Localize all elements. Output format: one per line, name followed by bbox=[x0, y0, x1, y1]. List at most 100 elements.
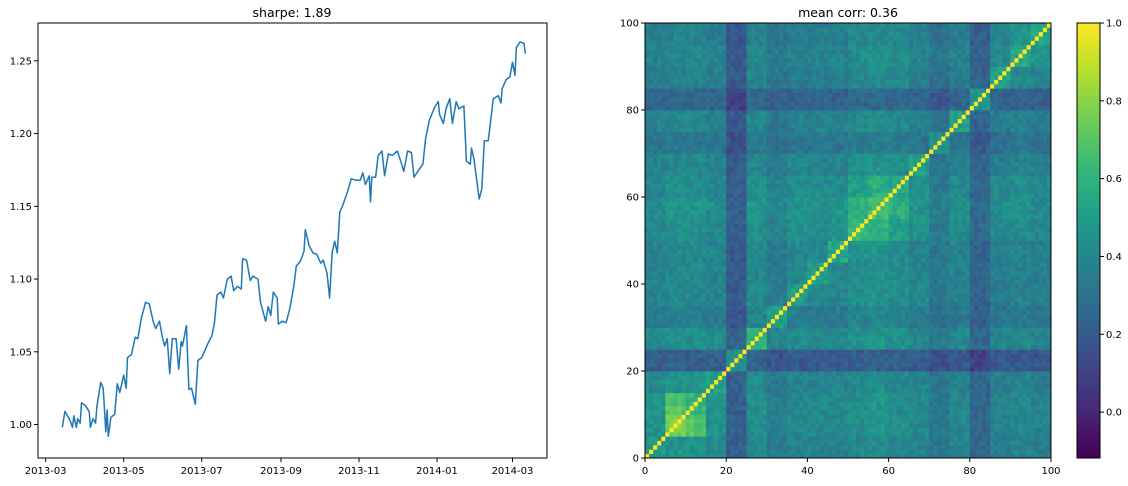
heatmap-cell bbox=[1010, 436, 1014, 441]
heatmap-cell bbox=[994, 293, 998, 298]
heatmap-cell bbox=[901, 362, 905, 367]
heatmap-cell bbox=[1035, 375, 1039, 380]
heatmap-cell bbox=[990, 306, 994, 311]
heatmap-cell bbox=[1039, 267, 1043, 272]
heatmap-cell bbox=[775, 271, 779, 276]
heatmap-cell bbox=[990, 332, 994, 337]
heatmap-cell bbox=[657, 301, 661, 306]
heatmap-cell bbox=[730, 297, 734, 302]
heatmap-cell bbox=[893, 306, 897, 311]
heatmap-cell bbox=[1031, 419, 1035, 424]
heatmap-cell bbox=[738, 332, 742, 337]
heatmap-cell bbox=[917, 375, 921, 380]
heatmap-cell bbox=[1019, 384, 1023, 389]
heatmap-cell bbox=[710, 354, 714, 359]
heatmap-cell bbox=[954, 380, 958, 385]
heatmap-cell bbox=[807, 432, 811, 437]
heatmap-cell bbox=[864, 245, 868, 250]
heatmap-cell bbox=[1031, 354, 1035, 359]
heatmap-cell bbox=[771, 249, 775, 254]
heatmap-cell bbox=[682, 354, 686, 359]
heatmap-cell bbox=[958, 362, 962, 367]
heatmap-cell bbox=[844, 310, 848, 315]
heatmap-cell bbox=[645, 415, 649, 420]
heatmap-cell bbox=[848, 341, 852, 346]
heatmap-cell bbox=[811, 288, 815, 293]
heatmap-cell bbox=[990, 397, 994, 402]
heatmap-cell bbox=[962, 423, 966, 428]
heatmap-cell bbox=[669, 275, 673, 280]
heatmap-cell bbox=[734, 306, 738, 311]
heatmap-cell bbox=[897, 280, 901, 285]
heatmap-cell bbox=[889, 336, 893, 341]
heatmap-cell bbox=[706, 301, 710, 306]
heatmap-cell bbox=[771, 354, 775, 359]
heatmap-cell bbox=[811, 332, 815, 337]
heatmap-cell bbox=[913, 254, 917, 259]
heatmap-cell bbox=[791, 419, 795, 424]
heatmap-cell bbox=[990, 401, 994, 406]
x-tick-label: 2013-07 bbox=[181, 466, 223, 477]
heatmap-cell bbox=[970, 354, 974, 359]
heatmap-cell bbox=[913, 423, 917, 428]
heatmap-cell bbox=[682, 245, 686, 250]
heatmap-cell bbox=[885, 332, 889, 337]
heatmap-cell bbox=[970, 415, 974, 420]
heatmap-cell bbox=[726, 254, 730, 259]
heatmap-cell bbox=[657, 332, 661, 337]
heatmap-cell bbox=[828, 354, 832, 359]
heatmap-cell bbox=[844, 397, 848, 402]
heatmap-cell bbox=[694, 432, 698, 437]
heatmap-cell bbox=[885, 371, 889, 376]
heatmap-cell bbox=[824, 354, 828, 359]
heatmap-cell bbox=[832, 293, 836, 298]
heatmap-cell bbox=[917, 293, 921, 298]
heatmap-cell bbox=[734, 301, 738, 306]
heatmap-cell bbox=[954, 306, 958, 311]
heatmap-cell bbox=[755, 293, 759, 298]
heatmap-cell bbox=[702, 249, 706, 254]
heatmap-cell bbox=[921, 332, 925, 337]
heatmap-cell bbox=[913, 362, 917, 367]
heatmap-cell bbox=[828, 271, 832, 276]
heatmap-cell bbox=[787, 271, 791, 276]
heatmap-cell bbox=[702, 419, 706, 424]
heatmap-cell bbox=[856, 432, 860, 437]
heatmap-cell bbox=[706, 362, 710, 367]
heatmap-cell bbox=[893, 241, 897, 246]
heatmap-cell bbox=[714, 358, 718, 363]
heatmap-cell bbox=[698, 432, 702, 437]
heatmap-cell bbox=[698, 323, 702, 328]
heatmap-cell bbox=[690, 380, 694, 385]
heatmap-cell bbox=[880, 397, 884, 402]
heatmap-cell bbox=[941, 445, 945, 450]
heatmap-cell bbox=[783, 280, 787, 285]
heatmap-cell bbox=[864, 306, 868, 311]
heatmap-cell bbox=[698, 441, 702, 446]
heatmap-cell bbox=[844, 249, 848, 254]
heatmap-cell bbox=[661, 419, 665, 424]
heatmap-cell bbox=[661, 310, 665, 315]
heatmap-cell bbox=[848, 310, 852, 315]
heatmap-cell bbox=[950, 306, 954, 311]
heatmap-cell bbox=[1006, 245, 1010, 250]
heatmap-cell bbox=[824, 349, 828, 354]
heatmap-cell bbox=[702, 428, 706, 433]
heatmap-cell bbox=[698, 284, 702, 289]
heatmap-cell bbox=[1043, 275, 1047, 280]
heatmap-cell bbox=[791, 397, 795, 402]
heatmap-cell bbox=[665, 323, 669, 328]
heatmap-cell bbox=[945, 275, 949, 280]
heatmap-cell bbox=[954, 275, 958, 280]
heatmap-cell bbox=[694, 245, 698, 250]
heatmap-cell bbox=[1019, 319, 1023, 324]
heatmap-cell bbox=[742, 445, 746, 450]
heatmap-cell bbox=[710, 432, 714, 437]
heatmap-cell bbox=[682, 371, 686, 376]
heatmap-cell bbox=[759, 288, 763, 293]
heatmap-cell bbox=[889, 249, 893, 254]
heatmap-cell bbox=[751, 358, 755, 363]
heatmap-cell bbox=[950, 428, 954, 433]
heatmap-cell bbox=[1010, 301, 1014, 306]
heatmap-cell bbox=[937, 445, 941, 450]
